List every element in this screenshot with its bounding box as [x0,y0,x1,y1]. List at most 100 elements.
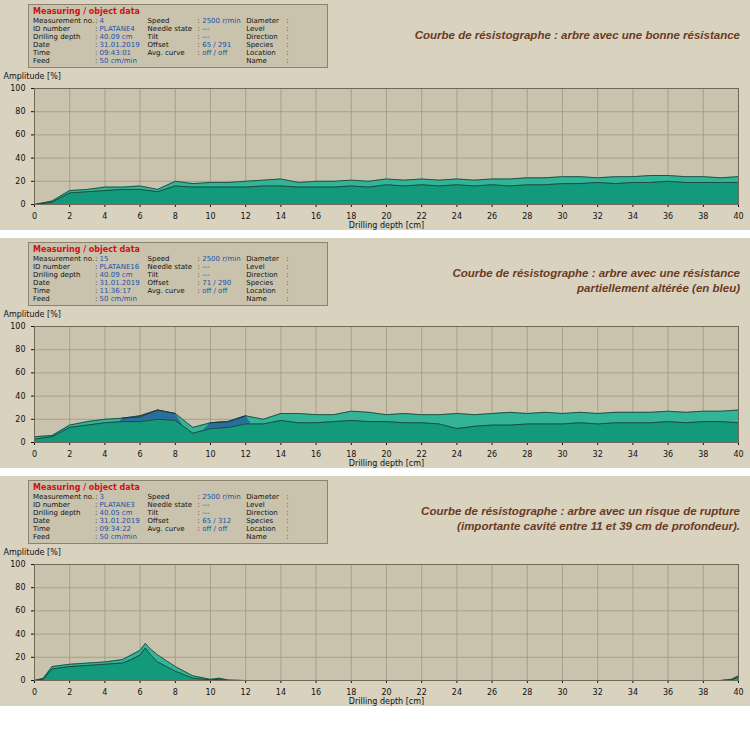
svg-text:24: 24 [452,212,462,221]
svg-text:60: 60 [15,368,25,377]
svg-text:18: 18 [346,450,357,460]
svg-text:16: 16 [311,212,321,221]
svg-text:30: 30 [557,450,567,459]
svg-text:60: 60 [15,606,25,615]
svg-text:100: 100 [10,560,25,569]
svg-text:8: 8 [173,450,178,459]
svg-text:20: 20 [381,688,392,698]
html-text:Measuring / object data: Measuring / object data [33,245,140,254]
svg-text:26: 26 [487,688,497,697]
svg-text:26: 26 [487,450,497,459]
svg-text:Amplitude [%]: Amplitude [%] [4,72,61,81]
svg-text:4: 4 [102,450,107,459]
svg-text:10: 10 [205,450,215,459]
svg-text:2: 2 [67,450,72,459]
svg-text:40: 40 [733,450,743,459]
html-text:Measurement no.: 4: Measurement no.: 4 [33,17,105,25]
html-text:Courbe de résistographe : arbr: Courbe de résistographe : arbre avec une… [452,267,740,279]
svg-text:32: 32 [593,212,603,221]
svg-text:40: 40 [15,392,25,401]
svg-text:38: 38 [698,688,708,697]
svg-text:0: 0 [20,676,25,685]
svg-text:100: 100 [10,84,25,93]
svg-text:4: 4 [102,212,107,221]
html-text:partiellement altérée (en bleu: partiellement altérée (en bleu) [577,282,740,294]
svg-text:26: 26 [487,212,497,221]
svg-text:14: 14 [276,212,286,221]
svg-text:8: 8 [173,212,178,221]
svg-text:0: 0 [32,212,37,221]
svg-text:20: 20 [15,653,25,662]
svg-text:100: 100 [10,322,25,331]
html-text:Drilling depth: Drilling depth [33,33,81,41]
svg-text:40: 40 [15,154,25,163]
svg-text:34: 34 [628,450,638,459]
svg-text:20: 20 [15,415,25,424]
svg-text:0: 0 [20,200,25,209]
svg-text:22: 22 [416,688,427,698]
svg-text:20: 20 [381,450,392,460]
svg-text:2: 2 [67,212,72,221]
svg-text:0: 0 [32,450,37,459]
svg-text:40: 40 [733,688,743,697]
svg-text:10: 10 [205,212,215,221]
svg-text:16: 16 [311,450,321,459]
svg-text:34: 34 [628,212,638,221]
svg-text:80: 80 [15,583,25,592]
html-text:(importante cavité entre 11 et: (importante cavité entre 11 et 39 cm de … [457,520,740,532]
svg-text:38: 38 [698,450,708,459]
svg-text:14: 14 [276,450,286,459]
svg-text:14: 14 [276,688,286,697]
svg-text:20: 20 [15,177,25,186]
svg-text:24: 24 [452,688,462,697]
svg-text:10: 10 [205,688,215,697]
svg-text:12: 12 [241,688,251,697]
html-text:Courbe de résistographe : arbr: Courbe de résistographe : arbre avec un … [421,505,740,517]
svg-text:8: 8 [173,688,178,697]
svg-text:18: 18 [346,688,357,698]
svg-text:32: 32 [593,688,603,697]
svg-text:Drilling depth [cm]: Drilling depth [cm] [349,459,424,468]
svg-text:36: 36 [663,688,673,697]
svg-text:6: 6 [138,688,143,697]
svg-text:22: 22 [416,450,427,460]
html-text:ID number: ID number [33,25,70,33]
svg-text:12: 12 [241,450,251,459]
svg-text:12: 12 [241,212,251,221]
svg-text:Amplitude [%]: Amplitude [%] [4,310,61,319]
svg-text:34: 34 [628,688,638,697]
svg-text:Drilling depth [cm]: Drilling depth [cm] [349,697,424,706]
svg-text:36: 36 [663,212,673,221]
html-text:: PLATANE4: : PLATANE4 [95,25,135,33]
svg-text:0: 0 [32,688,37,697]
svg-text:80: 80 [15,345,25,354]
svg-text:28: 28 [522,688,532,697]
svg-text:80: 80 [15,107,25,116]
svg-text:28: 28 [522,450,532,459]
svg-text:36: 36 [663,450,673,459]
html-text:: 40.09 cm: : 40.09 cm [95,33,133,41]
svg-text:Amplitude [%]: Amplitude [%] [4,548,61,557]
svg-text:4: 4 [102,688,107,697]
svg-text:28: 28 [522,212,532,221]
html-text:Measuring / object data: Measuring / object data [33,7,140,16]
svg-text:30: 30 [557,212,567,221]
svg-text:20: 20 [381,212,392,222]
svg-text:40: 40 [733,212,743,221]
svg-text:30: 30 [557,688,567,697]
html-text:Measuring / object data: Measuring / object data [33,483,140,492]
svg-text:2: 2 [67,688,72,697]
svg-text:6: 6 [138,450,143,459]
svg-text:60: 60 [15,130,25,139]
svg-text:16: 16 [311,688,321,697]
svg-text:24: 24 [452,450,462,459]
svg-text:6: 6 [138,212,143,221]
svg-text:0: 0 [20,438,25,447]
html-text:Courbe de résistographe : arbr: Courbe de résistographe : arbre avec une… [414,29,740,41]
svg-text:22: 22 [416,212,427,222]
svg-text:32: 32 [593,450,603,459]
svg-text:Drilling depth [cm]: Drilling depth [cm] [349,221,424,230]
svg-text:38: 38 [698,212,708,221]
svg-text:40: 40 [15,630,25,639]
svg-text:18: 18 [346,212,357,222]
